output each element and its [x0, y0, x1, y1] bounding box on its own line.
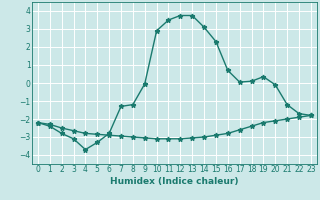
X-axis label: Humidex (Indice chaleur): Humidex (Indice chaleur): [110, 177, 239, 186]
